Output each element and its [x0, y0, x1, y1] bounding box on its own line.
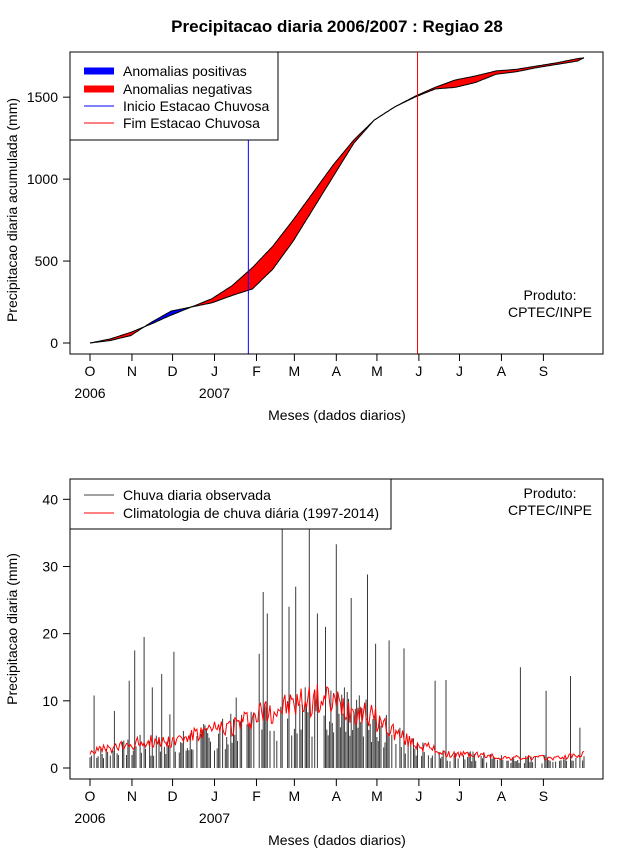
bottom-credit-line2: CPTEC/INPE [508, 502, 592, 518]
legend-label-positive: Anomalias positivas [123, 63, 247, 79]
daily-bars-layer [90, 499, 584, 768]
bottom-x-tick-label-10: A [497, 788, 507, 804]
bottom-y-tick-label-30: 30 [42, 558, 58, 574]
top-x-tick-label-9: J [456, 363, 463, 379]
top-y-axis: 0 500 1000 1500 [27, 89, 70, 351]
chart-title: Precipitacao diaria 2006/2007 : Regiao 2… [171, 17, 503, 36]
top-y-tick-label-1500: 1500 [27, 89, 58, 105]
top-x-tick-label-3: J [211, 363, 218, 379]
legend-label-observed: Chuva diaria observada [123, 487, 271, 503]
top-x-tick-label-8: J [415, 363, 422, 379]
bottom-credit-line1: Produto: [524, 485, 577, 501]
bottom-y-tick-label-10: 10 [42, 693, 58, 709]
top-x-tick-label-10: A [497, 363, 507, 379]
top-x-tick-label-11: S [539, 363, 548, 379]
top-x-tick-label-7: M [371, 363, 383, 379]
top-y-axis-label: Precipitacao diaria acumulada (mm) [4, 98, 20, 322]
top-y-tick-label-1000: 1000 [27, 171, 58, 187]
top-x-tick-label-2: D [167, 363, 177, 379]
legend-label-negative: Anomalias negativas [123, 81, 252, 97]
bottom-year-label-1: 2007 [199, 810, 230, 826]
top-credit-line2: CPTEC/INPE [508, 304, 592, 320]
top-y-tick-label-500: 500 [35, 253, 59, 269]
top-y-tick-label-0: 0 [50, 335, 58, 351]
top-credit-line1: Produto: [524, 287, 577, 303]
top-x-tick-label-1: N [127, 363, 137, 379]
bottom-x-tick-label-2: D [167, 788, 177, 804]
bottom-x-axis-label: Meses (dados diarios) [268, 832, 406, 848]
bottom-y-tick-label-40: 40 [42, 491, 58, 507]
top-legend: Anomalias positivas Anomalias negativas … [70, 52, 278, 140]
bottom-x-axis: O N D J F M A M J J A S 2006 2007 [74, 779, 548, 826]
top-x-tick-label-5: M [289, 363, 301, 379]
bottom-x-tick-label-8: J [415, 788, 422, 804]
top-x-tick-label-0: O [85, 363, 96, 379]
bottom-x-tick-label-1: N [127, 788, 137, 804]
chart-canvas: Precipitacao diaria 2006/2007 : Regiao 2… [0, 0, 640, 850]
bottom-x-tick-label-6: A [332, 788, 342, 804]
top-year-label-0: 2006 [74, 385, 105, 401]
bottom-x-tick-label-9: J [456, 788, 463, 804]
legend-label-end: Fim Estacao Chuvosa [123, 115, 260, 131]
bottom-legend: Chuva diaria observada Climatologia de c… [70, 479, 391, 529]
bottom-x-tick-label-4: F [252, 788, 261, 804]
bottom-y-axis-label: Precipitacao diaria (mm) [4, 553, 20, 705]
legend-label-start: Inicio Estacao Chuvosa [123, 98, 270, 114]
bottom-x-tick-label-3: J [211, 788, 218, 804]
bottom-plot: 0 10 20 30 40 O N D J F M A M J J A S 2006 2007 Precipita… [4, 479, 603, 848]
bottom-y-axis: 0 10 20 30 40 [42, 491, 70, 776]
bottom-y-tick-label-20: 20 [42, 626, 58, 642]
bottom-x-tick-label-5: M [289, 788, 301, 804]
top-x-tick-label-4: F [252, 363, 261, 379]
top-year-label-1: 2007 [199, 385, 230, 401]
top-x-tick-label-6: A [332, 363, 342, 379]
top-x-axis: O N D J F M A M J J A S 2006 2007 [74, 354, 548, 401]
anomaly-area-1 [91, 327, 144, 343]
legend-label-climatology: Climatologia de chuva diária (1997-2014) [123, 505, 379, 521]
top-x-axis-label: Meses (dados diarios) [268, 407, 406, 423]
top-plot: 0 500 1000 1500 O N D J F M A M J J A S 2006 2007 Precip… [4, 52, 603, 423]
bottom-x-tick-label-11: S [539, 788, 548, 804]
bottom-x-tick-label-0: O [85, 788, 96, 804]
bottom-year-label-0: 2006 [74, 810, 105, 826]
bottom-x-tick-label-7: M [371, 788, 383, 804]
bottom-y-tick-label-0: 0 [50, 760, 58, 776]
